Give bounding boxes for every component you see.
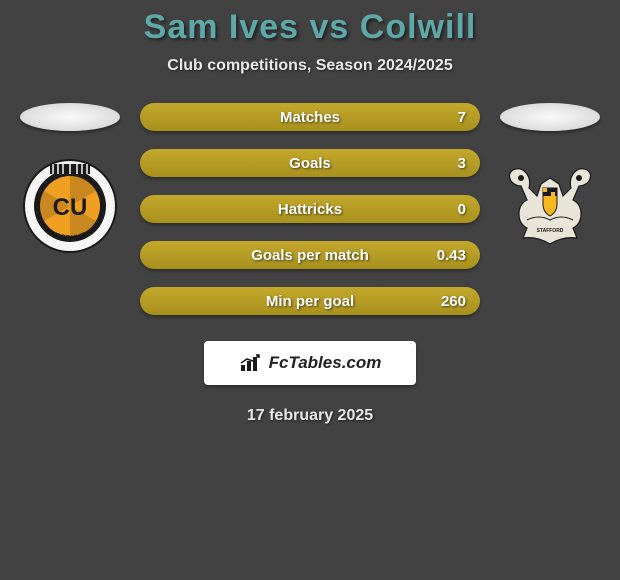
page-title: Sam Ives vs Colwill	[144, 8, 477, 47]
stafford-badge-icon: STAFFORD	[503, 166, 597, 246]
stats-column: Matches 7 Goals 3 Hattricks 0 Goals per …	[140, 103, 480, 315]
stat-row-hattricks: Hattricks 0	[140, 195, 480, 223]
stat-row-matches: Matches 7	[140, 103, 480, 131]
stat-label: Matches	[280, 109, 340, 126]
right-club-badge: STAFFORD	[503, 159, 597, 253]
footer-date: 17 february 2025	[247, 407, 373, 425]
brand-box[interactable]: FcTables.com	[204, 341, 416, 385]
left-player-column: CU BRIDGE UNITED	[20, 103, 120, 253]
cambridge-united-badge-icon: CU BRIDGE UNITED	[23, 159, 117, 253]
right-avatar-placeholder	[500, 103, 600, 131]
stat-label: Goals	[289, 155, 331, 172]
left-badge-text: CU	[53, 194, 88, 221]
stat-label: Hattricks	[278, 201, 342, 218]
stat-label: Goals per match	[251, 247, 369, 264]
stat-value: 7	[458, 109, 466, 126]
page-subtitle: Club competitions, Season 2024/2025	[167, 57, 452, 75]
stat-row-goals: Goals 3	[140, 149, 480, 177]
stat-row-min-per-goal: Min per goal 260	[140, 287, 480, 315]
left-avatar-placeholder	[20, 103, 120, 131]
comparison-card: Sam Ives vs Colwill Club competitions, S…	[0, 0, 620, 433]
left-club-badge: CU BRIDGE UNITED	[23, 159, 117, 253]
middle-row: CU BRIDGE UNITED	[0, 103, 620, 315]
stat-value: 260	[441, 293, 466, 310]
stat-value: 0	[458, 201, 466, 218]
stat-label: Min per goal	[266, 293, 354, 310]
brand-text: FcTables.com	[269, 353, 382, 373]
stat-value: 0.43	[437, 247, 466, 264]
bar-chart-icon	[239, 353, 263, 373]
stat-value: 3	[458, 155, 466, 172]
stat-row-goals-per-match: Goals per match 0.43	[140, 241, 480, 269]
svg-text:STAFFORD: STAFFORD	[537, 228, 564, 234]
right-player-column: STAFFORD	[500, 103, 600, 253]
